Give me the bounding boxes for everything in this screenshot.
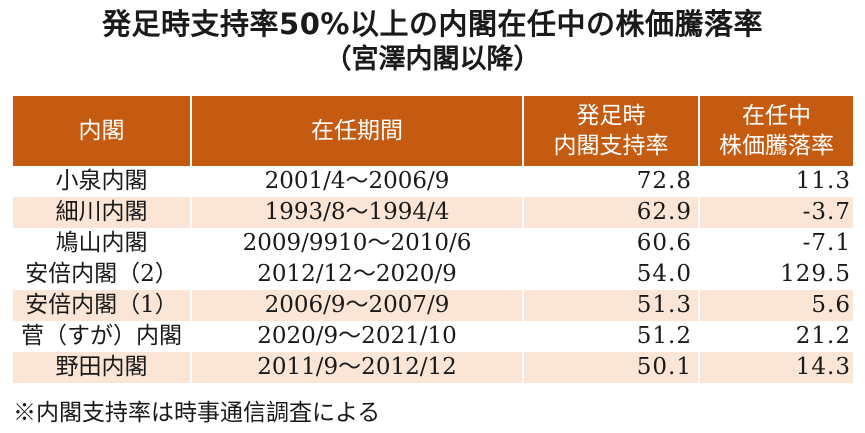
header-stock-change-line1: 在任中 [742, 103, 811, 129]
cell-term: 1993/8～1994/4 [190, 197, 523, 228]
cell-stock-change: 11.3 [698, 166, 853, 197]
cell-term: 2012/12～2020/9 [190, 259, 523, 290]
header-term-label: 在任期間 [311, 118, 403, 144]
cell-cabinet: 安倍内閣（2） [25, 261, 178, 287]
header-approval-line1: 発足時 [576, 103, 646, 129]
cell-cabinet: 菅（すが）内閣 [21, 323, 182, 349]
cell-stock-change: 129.5 [698, 259, 853, 290]
cell-approval: 50.1 [522, 352, 699, 383]
cell-cabinet: 鳩山内閣 [55, 230, 148, 256]
cell-stock-change: -7.1 [698, 228, 853, 259]
table-body: 小泉内閣 2001/4～2006/9 72.8 11.3 細川内閣 1993/8… [13, 166, 853, 383]
cell-cabinet: 安倍内閣（1） [13, 290, 191, 321]
table-row: 鳩山内閣 2009/9910～2010/6 60.6 -7.1 [13, 228, 853, 259]
header-cabinet: 内閣 [13, 96, 191, 166]
cell-cabinet: 小泉内閣 [55, 168, 148, 194]
table-row: 野田内閣 2011/9～2012/12 50.1 14.3 [13, 352, 853, 383]
table-row: 細川内閣 1993/8～1994/4 62.9 -3.7 [13, 197, 853, 228]
cell-approval: 51.2 [522, 321, 699, 352]
header-stock-change: 在任中 株価騰落率 [698, 96, 853, 166]
page-subtitle: （宮澤内閣以降） [324, 44, 541, 75]
header-cabinet-label: 内閣 [78, 118, 125, 144]
header-row: 内閣 在任期間 発足時 内閣支持率 在任中 株価騰落率 [13, 96, 853, 166]
cell-term: 2009/9910～2010/6 [190, 228, 523, 259]
cell-stock-change: -3.7 [698, 197, 853, 228]
cell-approval: 51.3 [522, 290, 699, 321]
table-row: 安倍内閣（1） 2006/9～2007/9 51.3 5.6 [13, 290, 853, 321]
cell-term: 2006/9～2007/9 [190, 290, 523, 321]
cell-term: 2001/4～2006/9 [190, 166, 523, 197]
header-term: 在任期間 [190, 96, 523, 166]
cell-approval: 54.0 [522, 259, 699, 290]
table-row: 小泉内閣 2001/4～2006/9 72.8 11.3 [13, 166, 853, 197]
footnote: ※内閣支持率は時事通信調査による [13, 400, 381, 426]
header-approval: 発足時 内閣支持率 [522, 96, 699, 166]
page-title: 発足時支持率50%以上の内閣在任中の株価騰落率 [102, 7, 763, 41]
cell-stock-change: 5.6 [698, 290, 853, 321]
cell-cabinet: 野田内閣 [13, 352, 191, 383]
table-row: 菅（すが）内閣 2020/9～2021/10 51.2 21.2 [13, 321, 853, 352]
cell-term: 2020/9～2021/10 [190, 321, 523, 352]
cabinet-stock-table: 内閣 在任期間 発足時 内閣支持率 在任中 株価騰落率 小泉内閣 2001/4～… [13, 96, 853, 383]
header-approval-line2: 内閣支持率 [553, 133, 669, 159]
table-row: 安倍内閣（2） 2012/12～2020/9 54.0 129.5 [13, 259, 853, 290]
header-stock-change-line2: 株価騰落率 [719, 133, 834, 159]
cell-approval: 60.6 [522, 228, 699, 259]
cell-approval: 62.9 [522, 197, 699, 228]
table-header: 内閣 在任期間 発足時 内閣支持率 在任中 株価騰落率 [13, 96, 853, 166]
cell-stock-change: 21.2 [698, 321, 853, 352]
cell-term: 2011/9～2012/12 [190, 352, 523, 383]
cell-cabinet: 細川内閣 [13, 197, 191, 228]
cell-stock-change: 14.3 [698, 352, 853, 383]
cell-approval: 72.8 [522, 166, 699, 197]
title-block: 発足時支持率50%以上の内閣在任中の株価騰落率 （宮澤内閣以降） [0, 6, 865, 77]
